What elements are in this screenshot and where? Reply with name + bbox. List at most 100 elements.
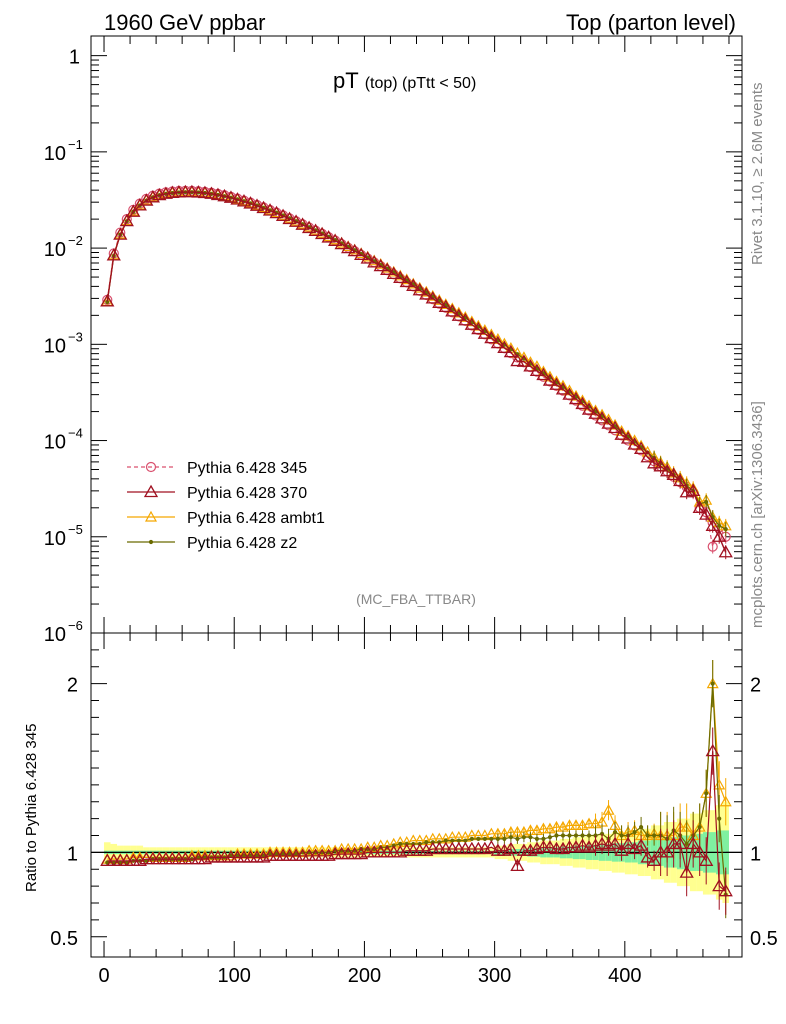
data-point: [367, 255, 382, 268]
ratio-point: [567, 833, 572, 838]
ratio-point: [575, 838, 590, 851]
ratio-panel: 0 100 200 300 400 0.5 0.5 1 1 2 2: [50, 632, 778, 987]
plot-title-sub: (top) (pTtt < 50): [365, 75, 477, 92]
y-tick-exponent: −5: [68, 522, 83, 537]
data-point: [249, 198, 265, 211]
data-point: [490, 335, 505, 349]
data-point: [438, 299, 453, 313]
data-point: [601, 416, 616, 429]
ratio-point: [469, 836, 474, 841]
data-point: [360, 251, 375, 264]
data-point: [321, 230, 336, 243]
main-panel: 110−110−210−310−410−510−6: [44, 35, 743, 646]
data-point: [641, 445, 654, 457]
mcplots-label: mcplots.cern.ch [arXiv:1306.3436]: [749, 401, 766, 628]
data-point: [269, 205, 284, 219]
series-p370: [100, 184, 733, 560]
data-point: [588, 406, 603, 419]
data-point: [523, 359, 538, 372]
ratio-series-z2: [105, 660, 728, 919]
ratio-point: [710, 681, 715, 686]
ratio-point: [443, 838, 448, 843]
ratio-point: [456, 838, 461, 843]
data-point: [197, 185, 213, 199]
ratio-point: [717, 816, 722, 821]
ratio-point: [560, 833, 566, 838]
ratio-point: [484, 840, 499, 853]
data-point: [555, 382, 571, 395]
legend-marker-p370: [143, 484, 159, 498]
x-tick-label: 300: [478, 965, 511, 987]
data-point: [191, 185, 206, 198]
y-tick-label: 1: [69, 47, 80, 69]
data-point: [673, 473, 688, 487]
ratio-point: [632, 830, 637, 835]
ratio-point: [537, 822, 550, 834]
data-point: [210, 187, 226, 201]
ratio-point: [673, 836, 688, 850]
y-tick-label: 10: [44, 624, 66, 646]
ratio-point: [712, 878, 727, 892]
ratio-y-tick-label: 0.5: [50, 928, 78, 950]
ratio-point: [607, 836, 623, 850]
data-point: [666, 467, 681, 481]
data-point: [445, 304, 460, 317]
data-point: [282, 211, 297, 225]
y-tick-exponent: −2: [68, 233, 83, 248]
ratio-point: [580, 833, 585, 838]
series-line-z2: [106, 191, 726, 530]
data-point: [139, 193, 154, 206]
ratio-point: [322, 844, 335, 856]
data-point: [106, 248, 121, 261]
data-point: [594, 411, 610, 424]
data-point: [718, 544, 733, 558]
ratio-point: [660, 845, 675, 858]
data-point: [464, 317, 479, 330]
ratio-point: [342, 842, 355, 854]
x-tick-label: 0: [98, 965, 109, 987]
ratio-point: [684, 841, 689, 847]
data-point: [425, 291, 440, 304]
data-point: [341, 240, 356, 254]
ratio-point: [198, 849, 211, 861]
ratio-point: [633, 838, 649, 851]
data-point: [536, 367, 551, 381]
ratio-point: [244, 847, 257, 859]
ratio-point: [594, 836, 610, 850]
ratio-point: [646, 853, 662, 866]
data-point: [458, 312, 473, 326]
ratio-point: [316, 844, 329, 856]
data-point: [477, 326, 492, 339]
data-point: [705, 518, 720, 531]
ratio-point: [614, 843, 629, 856]
ratio-series-p370: [100, 727, 733, 915]
data-point: [692, 500, 707, 513]
data-point: [510, 353, 525, 367]
rivet-label: Rivet 3.1.10, ≥ 2.6M events: [749, 83, 766, 266]
data-point: [607, 420, 623, 434]
ratio-point: [534, 836, 540, 841]
ratio-point: [361, 841, 374, 852]
ratio-y-tick-label: 2: [67, 675, 78, 697]
ratio-point: [482, 836, 487, 841]
data-point: [432, 295, 447, 308]
ratio-point: [303, 844, 316, 856]
legend-label-p345: Pythia 6.428 345: [187, 460, 307, 477]
data-point: [451, 308, 466, 321]
ratio-point: [424, 840, 429, 845]
data-point: [614, 427, 629, 440]
data-point: [256, 200, 271, 214]
data-point: [620, 431, 636, 444]
data-point: [295, 217, 310, 230]
y-tick-exponent: −3: [68, 329, 83, 344]
ratio-point: [450, 838, 455, 843]
ratio-point: [640, 850, 655, 863]
ratio-y-tick-label: 1: [67, 843, 78, 865]
y-tick-label: 10: [44, 432, 66, 454]
ratio-point: [476, 836, 481, 841]
data-point: [380, 262, 395, 275]
data-point: [243, 196, 258, 209]
data-point: [126, 204, 141, 217]
data-point: [660, 463, 675, 477]
ratio-point: [398, 841, 403, 847]
